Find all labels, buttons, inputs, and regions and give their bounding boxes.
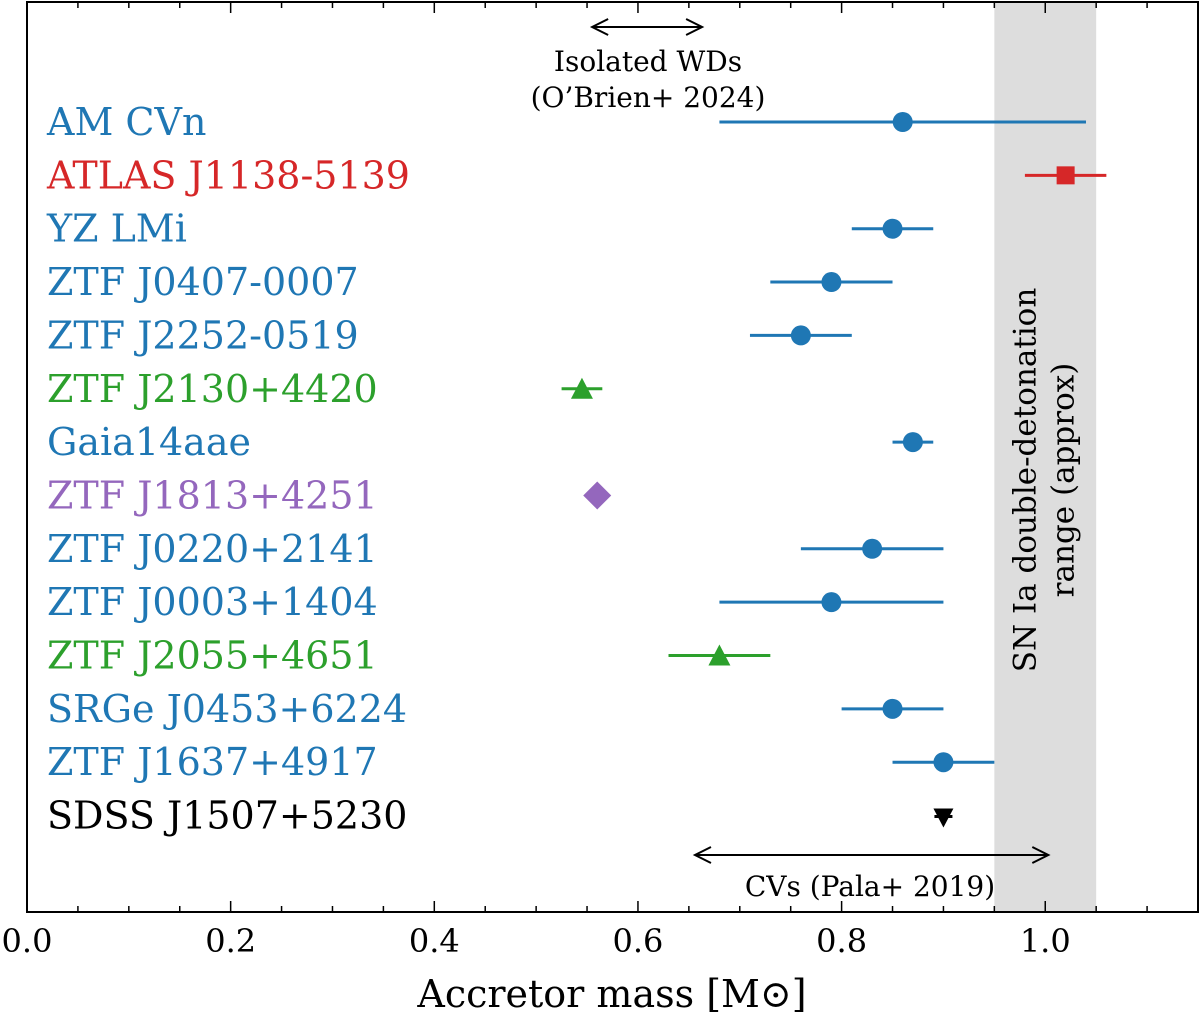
isolated-wds-label: Isolated WDs: [554, 45, 742, 78]
x-tick-label: 0.0: [2, 922, 53, 960]
source-label: ZTF J1813+4251: [47, 473, 378, 517]
data-point: [821, 592, 842, 613]
data-point: [570, 377, 593, 399]
source-label: ZTF J1637+4917: [47, 740, 378, 784]
data-point: [821, 272, 842, 293]
source-label: ZTF J2055+4651: [47, 634, 378, 678]
data-point: [892, 112, 913, 132]
data-point: [583, 481, 612, 510]
plot-frame: [26, 1, 1199, 913]
data-point: [790, 325, 811, 346]
isolated-wds-arrow-head-right: [685, 18, 705, 36]
band-label-line1: SN Ia double-detonation: [1007, 288, 1043, 673]
source-label: YZ LMi: [46, 207, 187, 251]
source-label: SDSS J1507+5230: [47, 794, 407, 838]
x-tick-label: 0.6: [613, 922, 664, 960]
cvs-arrow-head-left: [692, 846, 712, 864]
x-tick-label: 0.4: [409, 922, 460, 960]
isolated-wds-arrow-head-left: [589, 18, 609, 36]
source-label: ZTF J2130+4420: [47, 367, 378, 411]
band-label-line2: range (approx): [1045, 363, 1081, 598]
source-label: AM CVn: [46, 100, 206, 144]
source-label: ZTF J0003+1404: [47, 580, 378, 624]
x-tick-label: 0.2: [205, 922, 256, 960]
data-point: [1056, 166, 1075, 185]
source-label: ATLAS J1138-5139: [46, 153, 410, 197]
data-point: [902, 432, 923, 453]
source-label: Gaia14aae: [47, 420, 251, 464]
sn-ia-band: [994, 2, 1097, 912]
data-point: [708, 644, 731, 666]
cvs-label: CVs (Pala+ 2019): [745, 870, 995, 903]
x-axis-label: Accretor mass [M⊙]: [416, 972, 806, 1016]
x-tick-label: 1.0: [1020, 922, 1071, 960]
data-point: [882, 698, 903, 719]
data-point: [862, 538, 883, 559]
isolated-wds-ref: (O’Brien+ 2024): [531, 81, 766, 114]
data-point: [933, 752, 954, 773]
cvs-arrow-head-right: [1031, 846, 1051, 864]
source-label: SRGe J0453+6224: [47, 687, 407, 731]
source-label: ZTF J0220+2141: [47, 527, 378, 571]
x-tick-label: 0.8: [816, 922, 867, 960]
source-label: ZTF J2252-0519: [47, 313, 359, 357]
source-label: ZTF J0407-0007: [47, 260, 359, 304]
data-point: [882, 218, 903, 239]
